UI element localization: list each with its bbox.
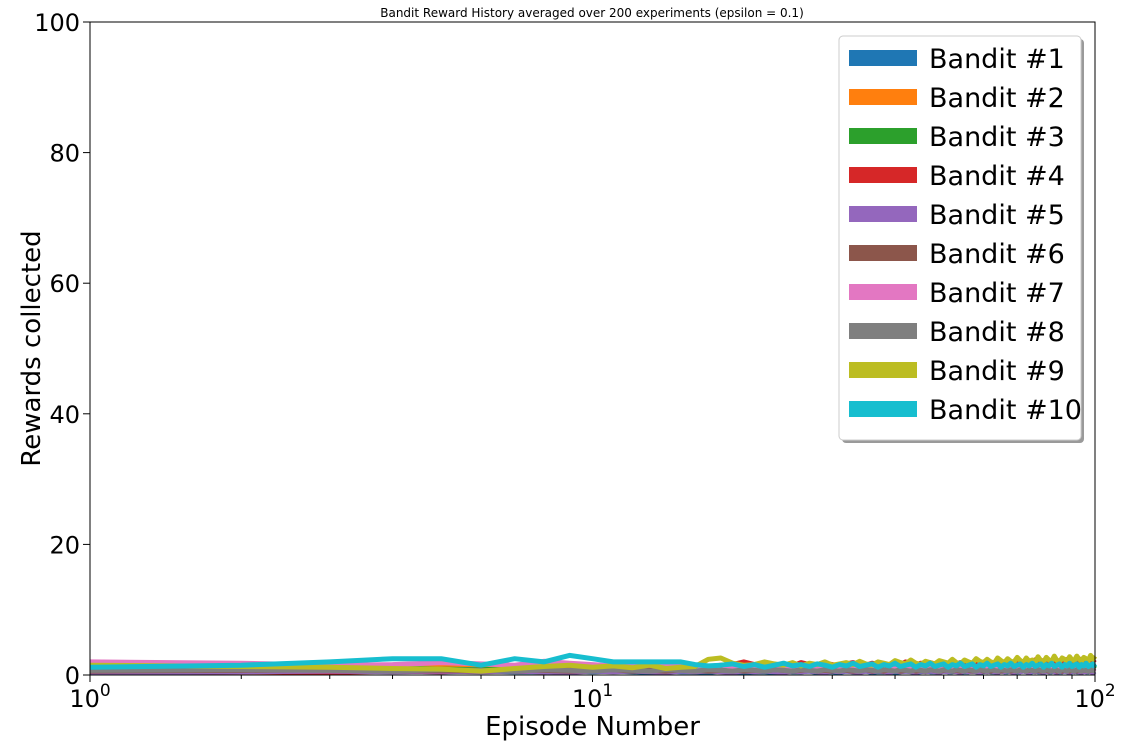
legend-swatch: [849, 167, 917, 183]
legend-label: Bandit #2: [929, 83, 1065, 114]
legend-swatch: [849, 401, 917, 417]
legend-swatch: [849, 89, 917, 105]
x-tick-label: 102: [1074, 681, 1115, 713]
legend-swatch: [849, 284, 917, 300]
legend-label: Bandit #4: [929, 161, 1065, 192]
legend-label: Bandit #9: [929, 356, 1065, 387]
legend-label: Bandit #8: [929, 317, 1065, 348]
chart-title: Bandit Reward History averaged over 200 …: [380, 6, 804, 20]
x-axis-label: Episode Number: [485, 712, 700, 742]
legend-swatch: [849, 323, 917, 339]
y-tick-label: 100: [34, 9, 80, 37]
legend-label: Bandit #1: [929, 44, 1065, 75]
x-tick-label: 100: [69, 681, 110, 713]
legend-swatch: [849, 206, 917, 222]
legend-label: Bandit #6: [929, 239, 1065, 270]
y-tick-label: 40: [49, 401, 80, 429]
y-tick-label: 80: [49, 140, 80, 168]
legend-swatch: [849, 362, 917, 378]
series-line-8: [89, 667, 1096, 674]
y-tick-label: 20: [49, 531, 80, 559]
legend: Bandit #1 Bandit #2 Bandit #3 Bandit #4 Band…: [838, 35, 1084, 443]
legend-swatch: [849, 128, 917, 144]
y-tick-label: 0: [65, 662, 80, 690]
legend-label: Bandit #5: [929, 200, 1065, 231]
legend-label: Bandit #7: [929, 278, 1065, 309]
legend-label: Bandit #3: [929, 122, 1065, 153]
legend-label: Bandit #10: [929, 395, 1082, 426]
series-layer: [89, 652, 1098, 676]
x-tick-label: 101: [572, 681, 613, 713]
y-axis-label: Rewards collected: [17, 230, 47, 466]
series-line-10: [89, 652, 1098, 670]
legend-swatch: [849, 50, 917, 66]
legend-swatch: [849, 245, 917, 261]
ticks-layer: 0 20 40 60 80 100 100 101 102: [34, 9, 1116, 713]
y-tick-label: 60: [49, 270, 80, 298]
